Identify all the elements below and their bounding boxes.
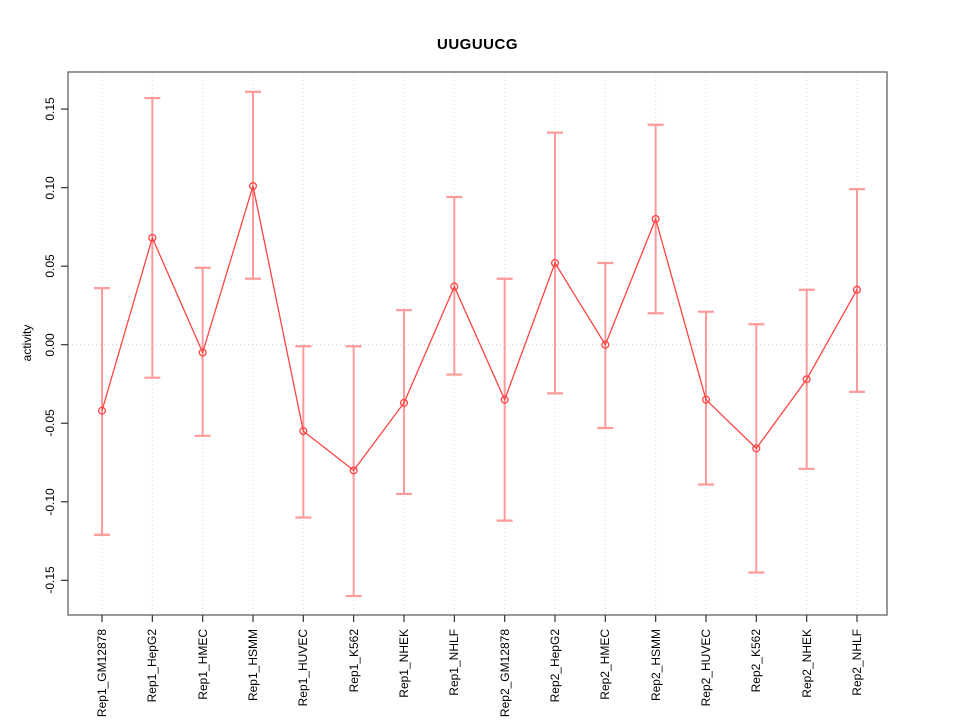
x-category-label: Rep1_HMEC bbox=[195, 629, 210, 700]
x-category-label: Rep1_HUVEC bbox=[296, 629, 311, 707]
y-tick-label: 0.05 bbox=[43, 254, 57, 278]
data-point-marker bbox=[450, 282, 459, 291]
data-point-marker bbox=[550, 258, 560, 268]
y-tick-label: 0.00 bbox=[43, 333, 57, 357]
x-category-label: Rep2_HSMM bbox=[648, 629, 663, 702]
x-category-label: Rep1_HSMM bbox=[246, 629, 260, 702]
series-line bbox=[101, 185, 858, 472]
data-point-marker bbox=[299, 427, 308, 436]
data-point-marker bbox=[752, 444, 761, 453]
plot-box bbox=[67, 71, 888, 616]
x-category-label: Rep2_HepG2 bbox=[548, 629, 562, 703]
chart-title: UUGUUCG bbox=[437, 36, 518, 53]
x-category-label: Rep1_GM12878 bbox=[95, 629, 109, 718]
data-point-marker bbox=[198, 348, 207, 357]
data-point-marker bbox=[701, 395, 711, 404]
y-tick-label: 0.15 bbox=[43, 97, 57, 121]
data-point-marker bbox=[651, 214, 660, 224]
x-category-label: Rep2_HMEC bbox=[598, 629, 613, 700]
data-point-marker bbox=[500, 395, 509, 404]
x-category-label: Rep2_GM12878 bbox=[497, 629, 512, 718]
x-category-label: Rep1_HepG2 bbox=[145, 629, 160, 703]
data-point-marker bbox=[399, 398, 409, 407]
data-point-marker bbox=[852, 285, 862, 294]
y-tick-label: -0.15 bbox=[43, 566, 57, 595]
data-point-marker bbox=[349, 466, 358, 475]
x-category-label: Rep2_NHLF bbox=[850, 629, 864, 696]
x-category-label: Rep2_K562 bbox=[749, 629, 764, 693]
data-point-marker bbox=[601, 340, 610, 349]
y-tick-label: -0.05 bbox=[43, 409, 57, 437]
y-tick-label: 0.10 bbox=[43, 175, 57, 200]
data-point-marker bbox=[248, 181, 258, 191]
x-category-label: Rep1_NHLF bbox=[447, 629, 462, 696]
x-category-label: Rep2_HUVEC bbox=[699, 629, 713, 707]
x-category-label: Rep1_K562 bbox=[346, 629, 361, 693]
y-axis-label: activity bbox=[20, 324, 34, 362]
x-category-label: Rep2_NHEK bbox=[799, 629, 814, 698]
data-point-marker bbox=[148, 233, 157, 242]
y-tick-label: -0.10 bbox=[43, 488, 57, 516]
x-category-label: Rep1_NHEK bbox=[397, 629, 411, 698]
data-point-marker bbox=[97, 406, 107, 415]
data-point-marker bbox=[802, 375, 811, 384]
